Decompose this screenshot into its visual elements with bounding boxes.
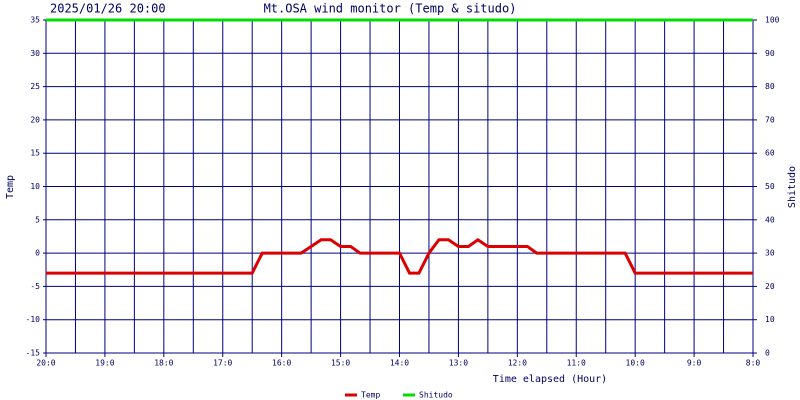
x-tick-label: 9:0 [687, 359, 702, 368]
x-tick-label: 16:0 [272, 359, 291, 368]
chart-title: Mt.OSA wind monitor (Temp & situdo) [264, 2, 517, 16]
y2-tick-label: 100 [765, 16, 780, 25]
y-tick-label: 0 [35, 249, 40, 258]
y-axis-label: Temp [5, 175, 16, 199]
y-tick-label: 20 [30, 115, 40, 124]
y-tick-label: 30 [30, 49, 40, 58]
x-tick-label: 12:0 [508, 359, 527, 368]
y2-tick-label: 80 [765, 82, 775, 91]
y-tick-label: 5 [35, 215, 40, 224]
y-tick-label: 25 [30, 82, 40, 91]
y2-tick-label: 50 [765, 182, 775, 191]
x-tick-label: 8:0 [746, 359, 761, 368]
y-tick-label: -15 [26, 349, 41, 358]
x-tick-label: 14:0 [390, 359, 409, 368]
timestamp: 2025/01/26 20:00 [50, 2, 166, 16]
x-axis-label: Time elapsed (Hour) [493, 374, 607, 385]
y2-tick-label: 10 [765, 315, 775, 324]
legend-label: Temp [361, 391, 380, 400]
x-tick-label: 10:0 [626, 359, 645, 368]
y-tick-label: 10 [30, 182, 40, 191]
y2-tick-label: 70 [765, 115, 775, 124]
legend-label: Shitudo [419, 391, 453, 400]
x-tick-label: 20:0 [36, 359, 55, 368]
y-tick-label: -5 [30, 282, 40, 291]
y-tick-label: -10 [26, 315, 41, 324]
x-tick-label: 19:0 [95, 359, 114, 368]
x-tick-label: 18:0 [154, 359, 173, 368]
series-line [46, 237, 753, 275]
y-tick-label: 15 [30, 149, 40, 158]
y-tick-label: 35 [30, 16, 40, 25]
x-tick-label: 13:0 [449, 359, 468, 368]
x-tick-label: 17:0 [213, 359, 232, 368]
y2-tick-label: 20 [765, 282, 775, 291]
y2-tick-label: 60 [765, 149, 775, 158]
y2-tick-label: 40 [765, 215, 775, 224]
y2-tick-label: 30 [765, 249, 775, 258]
y2-tick-label: 90 [765, 49, 775, 58]
y2-axis-label: Shitudo [787, 166, 798, 208]
x-tick-label: 15:0 [331, 359, 350, 368]
x-tick-label: 11:0 [567, 359, 586, 368]
y2-tick-label: 0 [765, 349, 770, 358]
